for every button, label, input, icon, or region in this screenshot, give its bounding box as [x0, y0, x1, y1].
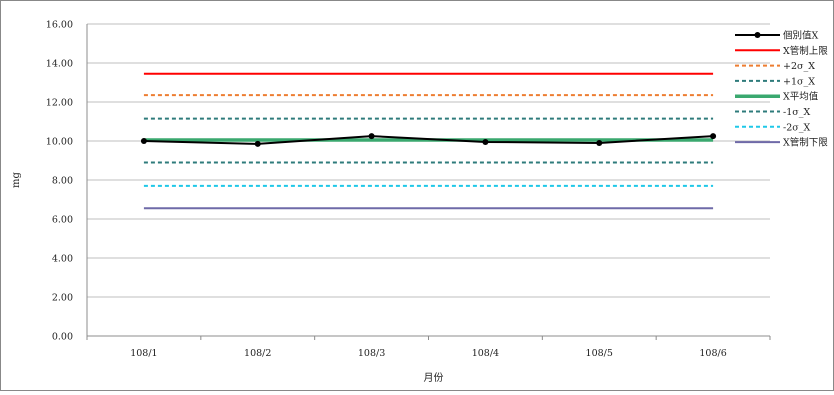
x-tick-label: 108/1 [130, 348, 157, 359]
x-tick-label: 108/4 [472, 348, 499, 359]
legend: 個別值X X管制上限 +2σ_X +1σ_X X平均值 -1σ_X -2σ_X X管制下限 [735, 30, 828, 149]
y-tick-label: 4.00 [52, 254, 73, 265]
y-tick-label: 12.00 [46, 98, 73, 109]
data-point [140, 138, 147, 144]
y-axis-title: mg [11, 171, 22, 187]
legend-label: +1σ_X [783, 76, 815, 87]
data-point [710, 133, 717, 140]
legend-label: X管制下限 [783, 137, 828, 149]
legend-label: X平均值 [783, 91, 819, 103]
legend-label: +2σ_X [783, 61, 815, 72]
series-line [143, 135, 714, 145]
data-point [482, 138, 489, 145]
legend-marker [754, 32, 761, 38]
legend-label: 個別值X [783, 30, 819, 42]
data-point [368, 133, 375, 140]
x-tick-label: 108/6 [699, 348, 726, 359]
y-tick-label: 8.00 [52, 176, 73, 187]
y-tick-label: 0.00 [52, 332, 73, 343]
y-tick-label: 6.00 [52, 215, 73, 226]
legend-label: -1σ_X [783, 107, 810, 118]
x-tick-label: 108/2 [244, 348, 271, 359]
x-tick-label: 108/5 [586, 348, 613, 359]
y-tick-label: 2.00 [52, 293, 73, 304]
data-point [254, 140, 261, 147]
x-tick-label: 108/3 [358, 348, 385, 359]
legend-label: -2σ_X [783, 122, 810, 133]
y-tick-label: 14.00 [46, 59, 73, 70]
series-layer [140, 72, 717, 210]
x-axis-title: 月份 [424, 372, 444, 384]
legend-label: X管制上限 [783, 45, 828, 57]
y-tick-label: 16.00 [46, 20, 73, 31]
axis-layer: 0.00 2.00 4.00 6.00 8.00 10.00 12.00 14.00 16.00… [46, 20, 771, 359]
y-tick-label: 10.00 [46, 137, 73, 148]
data-point [596, 139, 603, 146]
